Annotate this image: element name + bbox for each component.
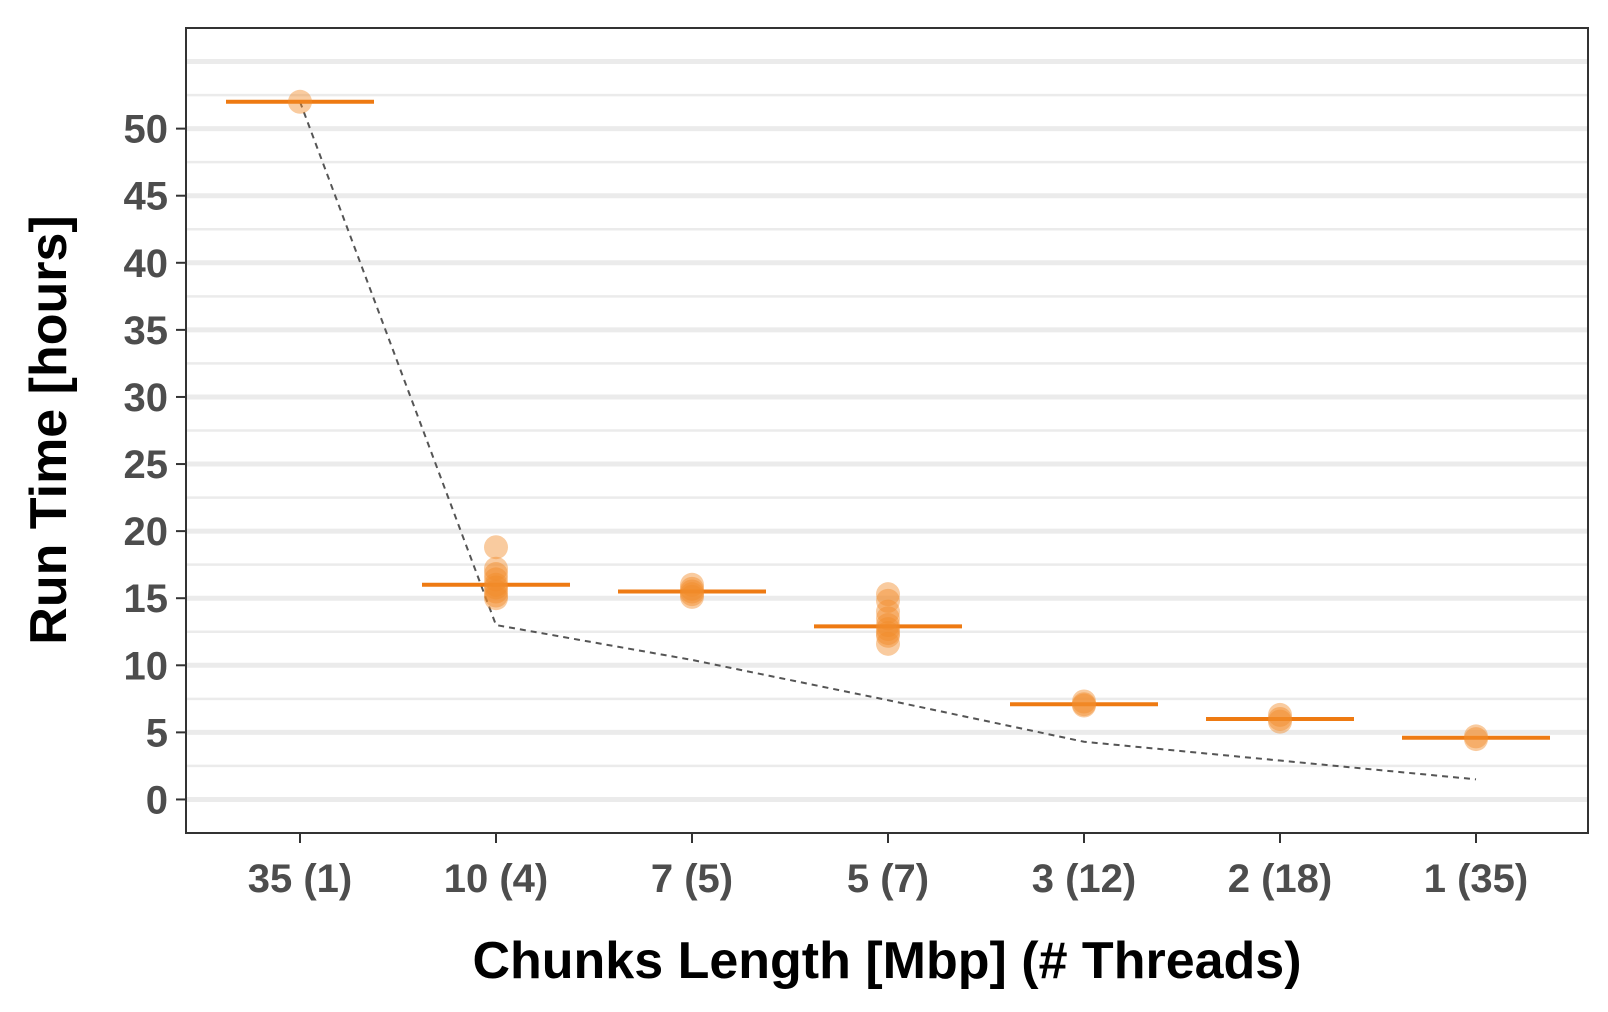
- data-point: [1072, 692, 1096, 717]
- x-tick-label: 10 (4): [444, 857, 549, 901]
- data-point: [1268, 702, 1292, 727]
- median-bars: [226, 99, 1550, 740]
- data-point: [1464, 724, 1488, 749]
- data-point: [876, 582, 900, 607]
- y-tick-label: 30: [124, 376, 169, 420]
- x-tick-label: 35 (1): [248, 857, 353, 901]
- y-tick-label: 40: [124, 242, 169, 286]
- grid-lines: [186, 59, 1588, 802]
- data-point: [680, 584, 704, 609]
- x-tick-label: 7 (5): [651, 857, 733, 901]
- x-axis-title: Chunks Length [Mbp] (# Threads): [472, 932, 1301, 990]
- y-tick-label: 25: [124, 443, 169, 487]
- data-point: [1464, 727, 1488, 752]
- x-tick-label: 5 (7): [847, 857, 929, 901]
- data-points: [288, 89, 1488, 752]
- y-tick-label: 15: [124, 577, 169, 621]
- data-point: [876, 613, 900, 638]
- data-point: [484, 556, 508, 581]
- y-axis: 0 5 10 15 20 25 30 35 40 45 50: [124, 108, 186, 822]
- data-point: [876, 588, 900, 613]
- x-tick-label: 1 (35): [1424, 857, 1529, 901]
- data-point: [1268, 706, 1292, 731]
- y-tick-label: 35: [124, 309, 169, 353]
- data-point: [680, 582, 704, 607]
- x-axis: 35 (1) 10 (4) 7 (5) 5 (7) 3 (12) 2 (18) 1 (35): [248, 833, 1529, 901]
- data-point: [876, 631, 900, 656]
- data-point: [484, 583, 508, 608]
- data-point: [1072, 693, 1096, 718]
- data-point: [1268, 709, 1292, 734]
- data-point: [484, 572, 508, 597]
- data-point: [484, 586, 508, 611]
- data-point: [876, 617, 900, 642]
- y-tick-label: 50: [124, 108, 169, 152]
- y-axis-title: Run Time [hours]: [20, 215, 78, 644]
- data-point: [288, 89, 312, 114]
- y-tick-label: 5: [146, 711, 168, 755]
- data-point: [484, 562, 508, 587]
- data-point: [1072, 689, 1096, 714]
- data-point: [680, 579, 704, 604]
- data-point: [484, 535, 508, 560]
- data-point: [484, 575, 508, 600]
- ideal-scaling-line: [299, 101, 1477, 781]
- x-tick-label: 2 (18): [1228, 857, 1333, 901]
- data-point: [876, 623, 900, 648]
- data-point: [876, 599, 900, 624]
- y-tick-label: 0: [146, 778, 168, 822]
- data-point: [484, 567, 508, 592]
- y-tick-label: 10: [124, 644, 169, 688]
- x-tick-label: 3 (12): [1032, 857, 1137, 901]
- data-point: [876, 621, 900, 646]
- y-tick-label: 20: [124, 510, 169, 554]
- data-point: [680, 576, 704, 601]
- data-point: [876, 606, 900, 631]
- y-tick-label: 45: [124, 175, 169, 219]
- ideal-scaling-polyline: [299, 101, 1477, 781]
- data-point: [484, 579, 508, 604]
- data-point: [680, 572, 704, 597]
